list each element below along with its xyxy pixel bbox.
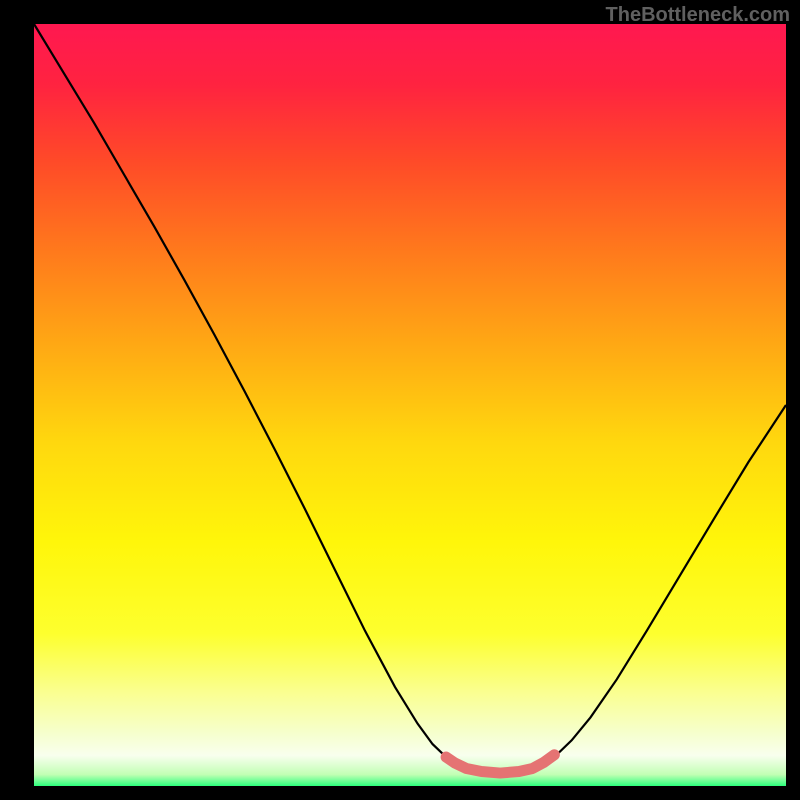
chart-background-gradient — [34, 24, 786, 786]
bottleneck-chart: TheBottleneck.com — [0, 0, 800, 800]
chart-svg — [0, 0, 800, 800]
watermark-text: TheBottleneck.com — [606, 4, 790, 27]
